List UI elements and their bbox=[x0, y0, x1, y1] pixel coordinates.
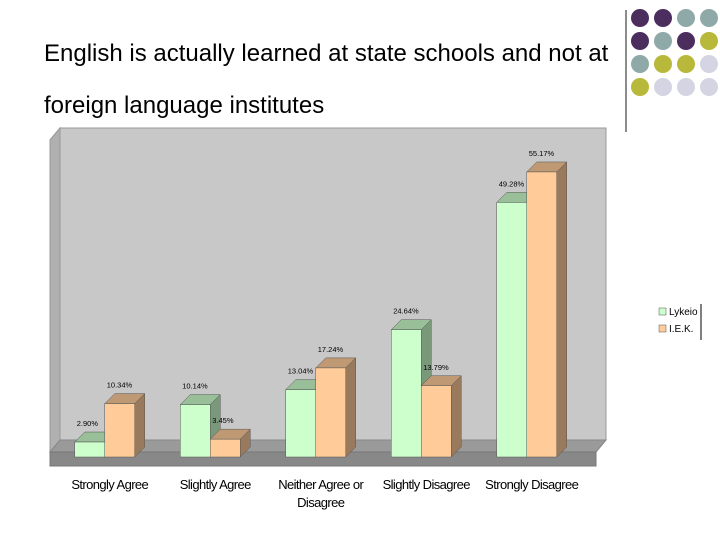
bar-front bbox=[180, 404, 211, 458]
legend-swatch bbox=[658, 324, 667, 333]
value-label: 13.04% bbox=[288, 367, 314, 376]
value-label: 49.28% bbox=[499, 179, 525, 188]
bar-front bbox=[391, 329, 422, 458]
bar bbox=[526, 161, 568, 458]
bar-front bbox=[210, 438, 241, 458]
legend-label: I.E.K. bbox=[669, 324, 693, 335]
legend-swatch bbox=[658, 307, 667, 316]
bar-front bbox=[315, 367, 346, 458]
bar-side bbox=[345, 357, 356, 458]
bar-front bbox=[74, 441, 105, 458]
value-label: 17.24% bbox=[318, 345, 344, 354]
value-label: 10.34% bbox=[107, 381, 133, 390]
legend: Lykeio I.E.K. bbox=[658, 304, 702, 340]
x-tick-label: Slightly Agree bbox=[179, 477, 252, 492]
bar-front bbox=[421, 385, 452, 458]
value-label: 3.45% bbox=[212, 416, 234, 425]
bar-front bbox=[104, 403, 135, 458]
bar bbox=[420, 375, 462, 458]
bar bbox=[315, 357, 357, 458]
value-label: 2.90% bbox=[77, 419, 99, 428]
bar-side bbox=[134, 392, 145, 458]
slide-title: English is actually learned at state sch… bbox=[44, 40, 609, 119]
legend-label: Lykeio bbox=[669, 307, 698, 318]
value-label: 55.17% bbox=[529, 149, 555, 158]
value-label: 10.14% bbox=[182, 382, 208, 391]
bar-front bbox=[285, 389, 316, 458]
x-tick-label: Neither Agree or Disagree bbox=[278, 477, 364, 510]
x-tick-label: Slightly Disagree bbox=[382, 477, 471, 492]
decoration bbox=[625, 9, 718, 132]
x-tick-label: Strongly Disagree bbox=[485, 477, 579, 492]
x-tick-label: Strongly Agree bbox=[71, 477, 149, 492]
bar-front bbox=[496, 202, 527, 458]
value-label: 13.79% bbox=[423, 363, 449, 372]
bar-front bbox=[526, 171, 557, 458]
value-label: 24.64% bbox=[393, 307, 419, 316]
bar-side bbox=[451, 375, 462, 458]
bar-side bbox=[556, 161, 567, 458]
bar bbox=[209, 428, 251, 458]
bar bbox=[104, 392, 146, 458]
